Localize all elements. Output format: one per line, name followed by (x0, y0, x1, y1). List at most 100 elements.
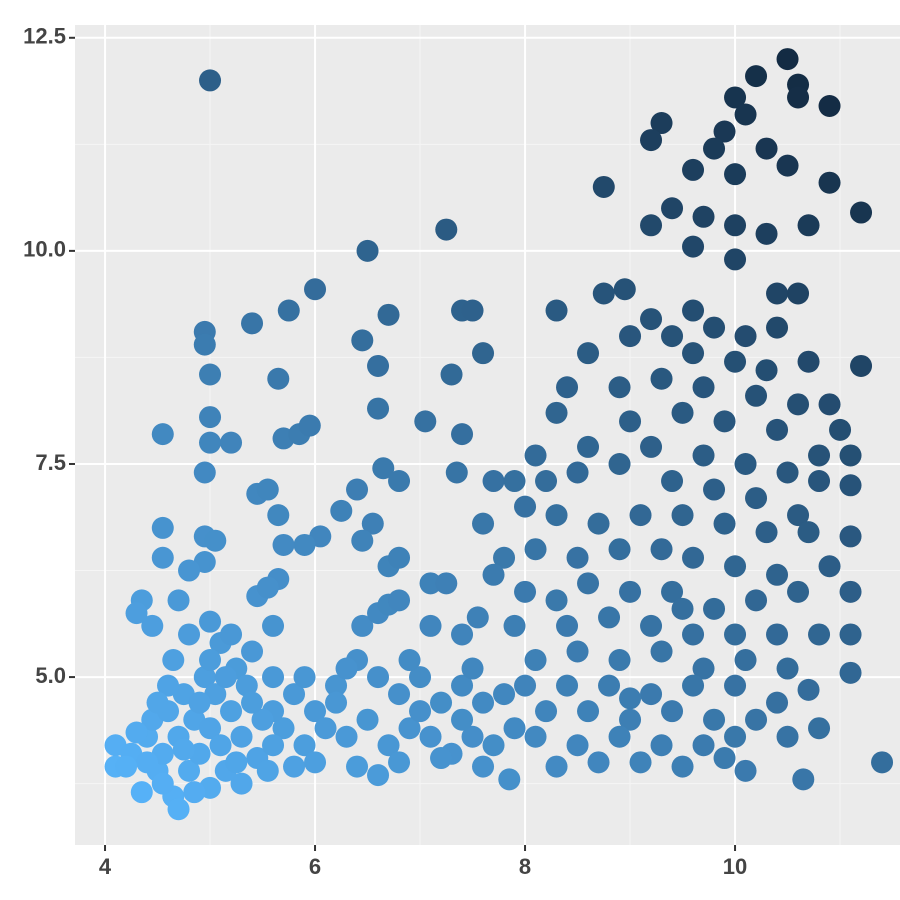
point (682, 158, 705, 181)
point (482, 734, 505, 757)
point (566, 640, 589, 663)
point (545, 299, 568, 322)
point (613, 278, 636, 301)
point (629, 504, 652, 527)
point (713, 512, 736, 535)
point (256, 759, 279, 782)
point (293, 734, 316, 757)
point (671, 755, 694, 778)
point (167, 589, 190, 612)
point (640, 308, 663, 331)
point (703, 478, 726, 501)
point (661, 580, 684, 603)
point (577, 435, 600, 458)
point (356, 708, 379, 731)
point (734, 759, 757, 782)
point (650, 734, 673, 757)
point (524, 725, 547, 748)
point (703, 597, 726, 620)
point (419, 725, 442, 748)
point (776, 725, 799, 748)
point (367, 354, 390, 377)
point (703, 137, 726, 160)
point (335, 657, 358, 680)
point (755, 521, 778, 544)
point (598, 674, 621, 697)
point (409, 666, 432, 689)
point (125, 721, 148, 744)
point (661, 470, 684, 493)
point (472, 755, 495, 778)
point (125, 602, 148, 625)
point (230, 725, 253, 748)
point (692, 734, 715, 757)
point (818, 171, 841, 194)
point (235, 674, 258, 697)
point (325, 674, 348, 697)
point (650, 112, 673, 135)
point (388, 751, 411, 774)
point (671, 401, 694, 424)
point (724, 350, 747, 373)
point (272, 533, 295, 556)
point (839, 580, 862, 603)
x-tick-label: 10 (723, 854, 747, 879)
point (766, 563, 789, 586)
point (566, 461, 589, 484)
point (797, 214, 820, 237)
point (619, 687, 642, 710)
point (524, 649, 547, 672)
point (451, 623, 474, 646)
point (755, 222, 778, 245)
point (776, 657, 799, 680)
point (682, 674, 705, 697)
point (776, 48, 799, 71)
point (629, 751, 652, 774)
point (419, 614, 442, 637)
point (262, 734, 285, 757)
point (592, 282, 615, 305)
point (178, 559, 201, 582)
point (608, 649, 631, 672)
point (839, 661, 862, 684)
point (435, 218, 458, 241)
point (608, 452, 631, 475)
point (514, 674, 537, 697)
point (220, 623, 243, 646)
point (451, 708, 474, 731)
point (193, 461, 216, 484)
point (157, 674, 180, 697)
point (256, 478, 279, 501)
point (372, 457, 395, 480)
point (682, 342, 705, 365)
point (220, 431, 243, 454)
point (262, 666, 285, 689)
point (325, 691, 348, 714)
point (503, 614, 526, 637)
point (398, 717, 421, 740)
point (430, 747, 453, 770)
point (167, 798, 190, 821)
point (241, 691, 264, 714)
point (199, 363, 222, 386)
point (524, 538, 547, 561)
point (230, 772, 253, 795)
point (193, 666, 216, 689)
point (745, 384, 768, 407)
point (535, 470, 558, 493)
point (661, 700, 684, 723)
point (682, 235, 705, 258)
point (545, 755, 568, 778)
point (398, 649, 421, 672)
point (377, 734, 400, 757)
point (818, 94, 841, 117)
point (367, 397, 390, 420)
point (792, 768, 815, 791)
point (766, 418, 789, 441)
point (524, 444, 547, 467)
point (472, 512, 495, 535)
point (787, 580, 810, 603)
point (692, 376, 715, 399)
point (619, 325, 642, 348)
point (587, 751, 610, 774)
